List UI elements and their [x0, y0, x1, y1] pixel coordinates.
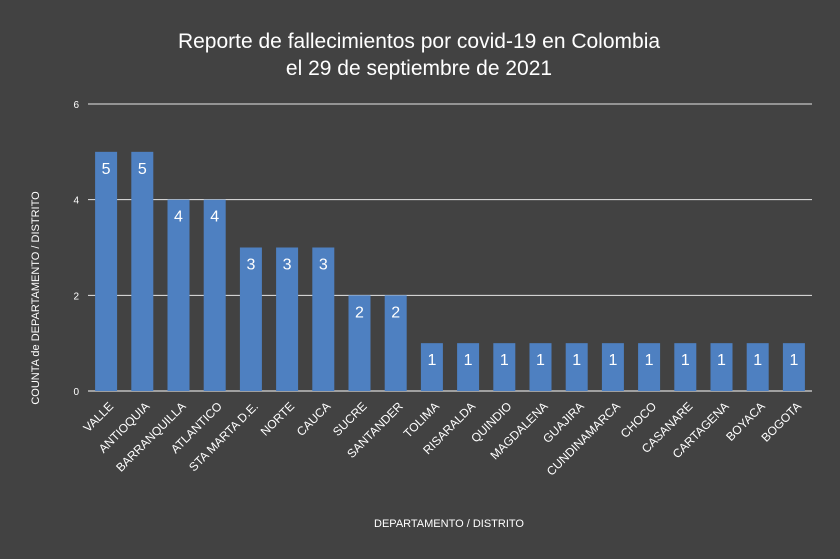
data-label: 1: [681, 352, 690, 369]
bar: [710, 343, 733, 391]
bar: [131, 151, 154, 391]
data-label: 1: [572, 352, 581, 369]
bar: [348, 295, 371, 391]
data-label: 4: [174, 209, 183, 226]
bar: [384, 295, 407, 391]
data-label: 2: [391, 304, 400, 321]
data-label: 5: [138, 161, 147, 178]
data-label: 3: [283, 257, 292, 274]
x-axis-label: DEPARTAMENTO / DISTRITO: [374, 518, 524, 530]
data-label: 1: [464, 352, 473, 369]
bar: [167, 199, 190, 391]
bar: [565, 343, 588, 391]
chart-title-line-2: el 29 de septiembre de 2021: [286, 57, 552, 80]
data-label: 3: [319, 257, 328, 274]
data-label: 1: [500, 352, 509, 369]
bar: [239, 247, 262, 391]
data-label: 2: [355, 304, 364, 321]
data-label: 1: [789, 352, 798, 369]
data-label: 1: [536, 352, 545, 369]
data-label: 4: [210, 209, 219, 226]
bar: [420, 343, 443, 391]
bar: [493, 343, 516, 391]
data-label: 1: [717, 352, 726, 369]
y-axis-label: COUNTA de DEPARTAMENTO / DISTRITO: [30, 191, 42, 405]
y-tick-label: 6: [73, 100, 79, 111]
data-label: 1: [427, 352, 436, 369]
data-label: 1: [645, 352, 654, 369]
bar: [312, 247, 335, 391]
bar: [95, 151, 118, 391]
bar: [782, 343, 805, 391]
data-label: 3: [246, 257, 255, 274]
y-tick-label: 2: [73, 291, 79, 302]
y-tick-label: 4: [73, 196, 79, 207]
data-label: 1: [608, 352, 617, 369]
bar: [457, 343, 480, 391]
bar: [529, 343, 552, 391]
chart-title-line-1: Reporte de fallecimientos por covid-19 e…: [178, 30, 660, 53]
data-label: 5: [102, 161, 111, 178]
bar: [276, 247, 299, 391]
bars: 5 5 4 4 3 3 3 2 2 1 1 1 1 1 1 1 1 1 1 1: [95, 151, 805, 391]
bar: [674, 343, 697, 391]
y-tick-label: 0: [73, 387, 79, 398]
data-label: 1: [753, 352, 762, 369]
bar: [203, 199, 226, 391]
bar: [746, 343, 769, 391]
y-axis-ticks: 0 2 4 6: [73, 100, 79, 398]
bar: [601, 343, 624, 391]
bar: [638, 343, 661, 391]
